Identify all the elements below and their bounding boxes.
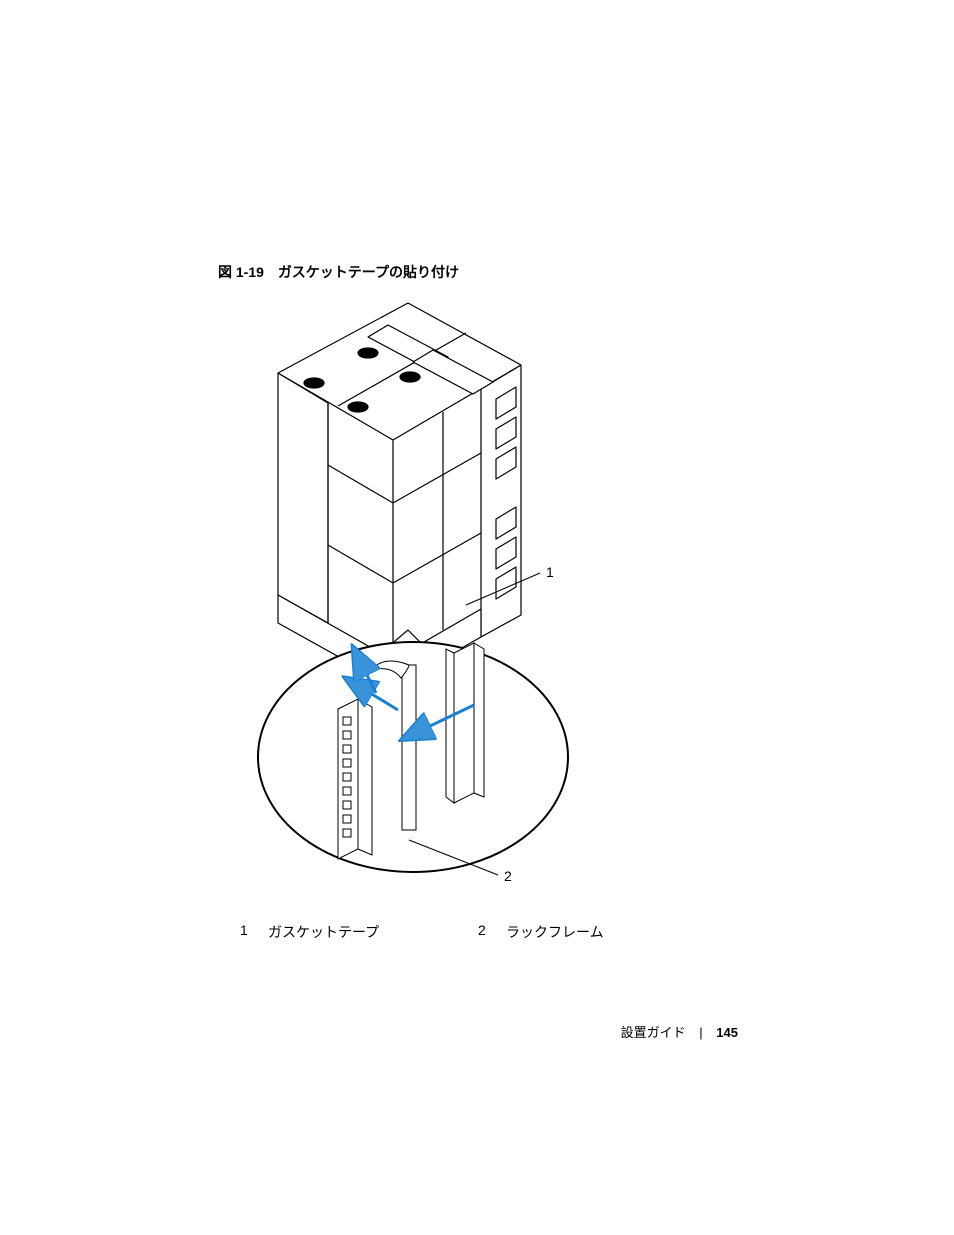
page-footer: 設置ガイド | 145 — [621, 1022, 738, 1041]
figure-caption: 図 1-19 ガスケットテープの貼り付け — [218, 262, 459, 282]
footer-separator: | — [699, 1025, 702, 1040]
footer-doc-title: 設置ガイド — [621, 1025, 686, 1040]
legend-label-1: ガスケットテープ — [268, 922, 478, 942]
legend-num-2: 2 — [478, 922, 506, 942]
figure-illustration: 1 — [218, 295, 738, 895]
legend-num-1: 1 — [240, 922, 268, 942]
footer-page-number: 145 — [716, 1025, 738, 1040]
figure-label-prefix: 図 1-19 — [218, 264, 264, 280]
figure-legend: 1 ガスケットテープ 2 ラックフレーム — [240, 922, 716, 942]
legend-label-2: ラックフレーム — [506, 922, 716, 942]
figure-title: ガスケットテープの貼り付け — [278, 264, 459, 280]
callout-2-number: 2 — [504, 868, 512, 884]
callout-1-number: 1 — [546, 564, 554, 580]
